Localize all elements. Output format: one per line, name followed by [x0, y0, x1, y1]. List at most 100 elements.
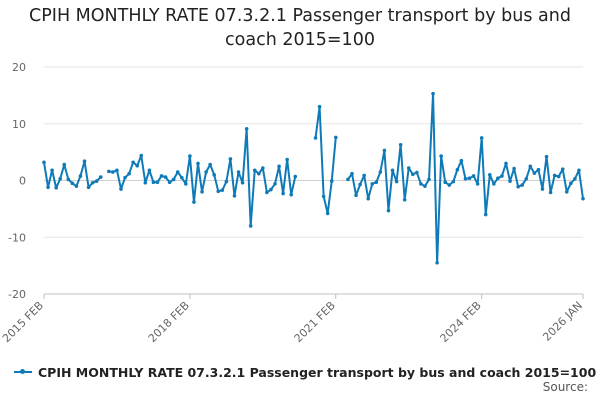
data-point	[232, 194, 237, 198]
x-tick-label: 2026 JAN	[540, 299, 585, 344]
data-point	[155, 180, 160, 185]
data-point	[374, 180, 379, 185]
data-point	[115, 168, 119, 173]
data-point	[459, 158, 464, 163]
data-point	[321, 194, 326, 199]
x-tick-label: 2021 FEB	[292, 299, 338, 345]
data-point	[58, 176, 63, 181]
data-point	[479, 136, 484, 140]
data-point	[451, 179, 456, 184]
data-point	[406, 166, 411, 170]
data-point	[236, 170, 241, 174]
data-point	[42, 160, 46, 165]
data-point	[111, 170, 115, 174]
data-point	[192, 200, 196, 204]
data-point	[285, 157, 289, 162]
data-point	[50, 168, 54, 173]
data-point	[208, 162, 212, 167]
data-point	[86, 185, 91, 190]
data-point	[386, 208, 391, 213]
data-point	[289, 192, 294, 197]
data-point	[135, 163, 140, 168]
data-point	[151, 180, 156, 185]
data-point	[46, 185, 50, 190]
data-point	[423, 184, 427, 188]
data-point	[98, 175, 103, 179]
data-point	[520, 183, 525, 187]
data-point	[419, 182, 423, 186]
data-point	[512, 166, 516, 171]
data-point	[179, 175, 184, 180]
data-point	[248, 224, 253, 228]
data-point	[107, 169, 111, 174]
data-point	[196, 161, 200, 166]
data-point	[90, 180, 95, 185]
data-point	[252, 168, 257, 173]
series-layer	[42, 91, 585, 265]
data-point	[524, 176, 529, 181]
data-point	[228, 157, 233, 161]
legend-line-icon	[14, 369, 32, 374]
data-point	[358, 182, 362, 187]
data-point	[317, 104, 322, 109]
data-point	[273, 182, 277, 186]
data-point	[492, 182, 496, 186]
data-point	[556, 174, 561, 179]
data-point	[548, 190, 553, 195]
chart-title: CPIH MONTHLY RATE 07.3.2.1 Passenger tra…	[29, 6, 571, 50]
data-point	[333, 135, 338, 140]
data-point	[439, 154, 443, 158]
legend-label: CPIH MONTHLY RATE 07.3.2.1 Passenger tra…	[38, 364, 597, 380]
data-point	[313, 136, 318, 140]
data-point	[443, 180, 448, 185]
data-point	[366, 196, 371, 201]
y-tick-label: 0	[19, 175, 26, 188]
data-point	[569, 181, 573, 186]
data-point	[78, 174, 83, 178]
data-point	[62, 162, 67, 167]
data-point	[184, 182, 188, 186]
data-point	[402, 197, 407, 202]
data-point	[475, 182, 480, 186]
data-point	[265, 190, 269, 195]
y-tick-label: -10	[8, 231, 26, 244]
data-point	[212, 173, 217, 177]
data-point	[552, 173, 557, 178]
data-point	[427, 177, 431, 182]
legend[interactable]: CPIH MONTHLY RATE 07.3.2.1 Passenger tra…	[14, 362, 596, 382]
data-point	[528, 164, 533, 169]
data-point	[131, 160, 135, 165]
data-point	[293, 174, 298, 179]
data-point	[82, 159, 87, 164]
data-point	[171, 177, 176, 182]
data-point	[281, 191, 285, 196]
data-point	[54, 186, 58, 190]
data-point	[354, 193, 358, 198]
data-point	[346, 177, 350, 182]
data-point	[487, 173, 492, 177]
y-tick-label: 10	[12, 118, 26, 131]
data-point	[390, 168, 395, 173]
data-point	[127, 171, 131, 176]
data-point	[216, 189, 221, 194]
data-point	[139, 153, 144, 158]
data-point	[455, 167, 460, 172]
data-point	[220, 188, 225, 192]
data-point	[435, 260, 439, 265]
axes: -20 -10 0 10 20 2015 FEB 2018 FEB 2021 FEB 2024 …	[0, 61, 585, 345]
data-point	[463, 176, 468, 181]
data-point	[277, 164, 281, 169]
data-point	[370, 182, 375, 186]
data-point	[147, 168, 152, 173]
data-point	[163, 175, 168, 179]
data-point	[581, 196, 585, 201]
data-point	[540, 187, 545, 191]
data-point	[362, 173, 366, 178]
data-point	[532, 171, 537, 175]
data-point	[167, 180, 172, 185]
data-point	[256, 171, 261, 176]
data-point	[123, 175, 127, 180]
data-point	[415, 170, 419, 175]
data-point	[496, 176, 500, 181]
